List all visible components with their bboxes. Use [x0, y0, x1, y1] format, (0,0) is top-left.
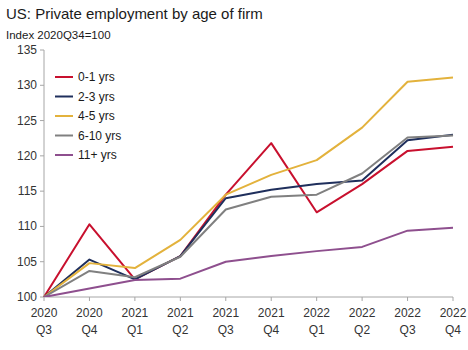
legend-label: 4-5 yrs — [78, 109, 115, 123]
x-tick-label-line: 2022 — [440, 306, 467, 320]
x-tick-label-line: Q1 — [127, 323, 143, 337]
series-line — [44, 135, 453, 297]
x-tick — [180, 297, 181, 301]
x-tick-label: 2021 Q3 — [212, 306, 239, 337]
plot-lines — [44, 78, 453, 297]
y-tick-label: 110 — [18, 219, 37, 233]
y-tick — [40, 226, 44, 227]
x-tick-label-line: Q3 — [36, 323, 52, 337]
y-tick-label: 135 — [17, 43, 37, 57]
x-tick-label-line: Q3 — [218, 323, 234, 337]
x-tick-label: 2021 Q2 — [167, 306, 194, 337]
x-tick-label-line: Q1 — [309, 323, 325, 337]
y-tick — [40, 261, 44, 262]
legend-label: 6-10 yrs — [78, 129, 121, 143]
x-tick-label-line: Q3 — [400, 323, 416, 337]
x-tick-label-line: 2020 — [76, 306, 103, 320]
x-tick — [453, 297, 454, 301]
x-tick-label-line: 2022 — [349, 306, 376, 320]
y-tick-label: 130 — [17, 78, 37, 92]
x-tick — [316, 297, 317, 301]
y-tick — [40, 120, 44, 121]
y-tick — [40, 50, 44, 51]
x-tick-label: 2022 Q1 — [303, 306, 330, 337]
y-tick-label: 115 — [18, 184, 37, 198]
x-tick — [407, 297, 408, 301]
subtitle: Index 2020Q34=100 — [6, 29, 111, 41]
legend-swatch — [55, 154, 73, 156]
x-tick — [271, 297, 272, 301]
x-tick-label: 2022 Q4 — [440, 306, 467, 337]
x-tick-label-line: 2022 — [394, 306, 421, 320]
y-tick — [40, 297, 44, 298]
series-line — [44, 78, 453, 297]
x-tick-label-line: 2021 — [212, 306, 239, 320]
x-tick-label-line: Q2 — [172, 323, 188, 337]
x-tick-label: 2021 Q4 — [258, 306, 285, 337]
x-tick-label-line: 2020 — [31, 306, 58, 320]
x-tick-label-line: 2021 — [167, 306, 194, 320]
y-tick — [40, 191, 44, 192]
legend-swatch — [55, 135, 73, 137]
x-tick — [89, 297, 90, 301]
legend-swatch — [55, 76, 73, 78]
chart: US: Private employment by age of firm Ind… — [0, 0, 468, 350]
legend-label: 0-1 yrs — [78, 70, 115, 84]
x-tick-label-line: Q2 — [354, 323, 370, 337]
y-tick — [40, 85, 44, 86]
x-tick — [44, 297, 45, 301]
legend-label: 11+ yrs — [78, 148, 117, 162]
x-tick-label: 2022 Q3 — [394, 306, 421, 337]
legend-label: 2-3 yrs — [78, 90, 115, 104]
x-tick-label: 2020 Q3 — [31, 306, 58, 337]
x-tick-label: 2020 Q4 — [76, 306, 103, 337]
x-tick — [134, 297, 135, 301]
x-tick-label-line: Q4 — [81, 323, 97, 337]
x-tick-label-line: 2022 — [303, 306, 330, 320]
x-tick-label: 2021 Q1 — [122, 306, 149, 337]
y-tick-label: 105 — [17, 255, 37, 269]
y-tick — [40, 155, 44, 156]
title: US: Private employment by age of firm — [6, 5, 263, 22]
legend-swatch — [55, 96, 73, 98]
x-tick-label-line: 2021 — [122, 306, 149, 320]
x-tick — [362, 297, 363, 301]
y-tick-label: 120 — [17, 149, 37, 163]
x-tick — [225, 297, 226, 301]
y-axis — [44, 50, 45, 297]
series-line — [44, 135, 453, 297]
x-tick-label: 2022 Q2 — [349, 306, 376, 337]
series-line — [44, 228, 453, 297]
x-axis — [44, 297, 453, 298]
x-tick-label-line: Q4 — [263, 323, 279, 337]
x-tick-label-line: 2021 — [258, 306, 285, 320]
y-tick-label: 100 — [17, 290, 37, 304]
x-tick-label-line: Q4 — [445, 323, 461, 337]
legend-swatch — [55, 115, 73, 117]
y-tick-label: 125 — [17, 114, 37, 128]
